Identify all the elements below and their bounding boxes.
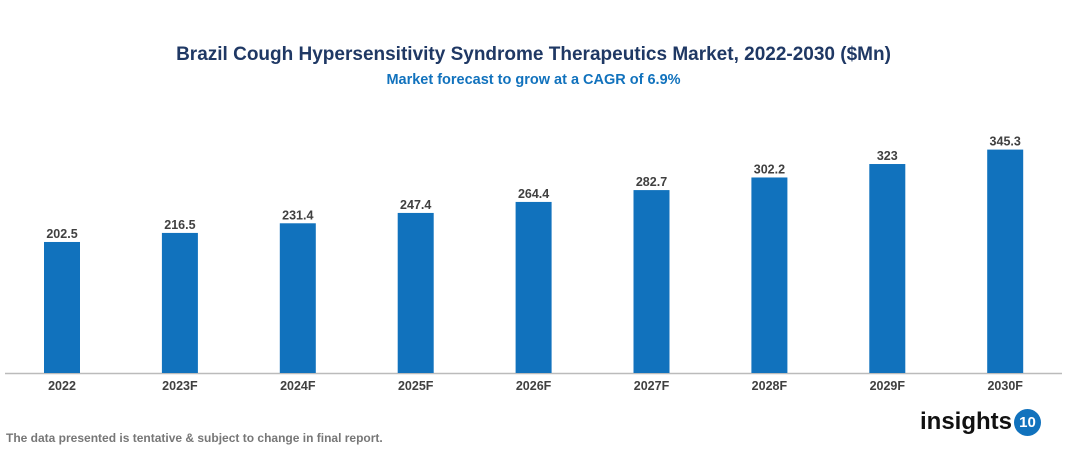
bar-2028F: [751, 177, 788, 373]
logo-badge: 10: [1014, 408, 1042, 436]
data-label: 216.5: [164, 218, 195, 232]
chart-subtitle: Market forecast to grow at a CAGR of 6.9…: [386, 72, 681, 88]
x-tick-label: 2024F: [280, 379, 316, 393]
data-label: 264.4: [518, 187, 549, 201]
bar-2030F: [987, 149, 1024, 373]
data-label: 247.4: [400, 198, 431, 212]
bar-2023F: [161, 232, 198, 373]
data-label: 345.3: [990, 135, 1021, 149]
bar-2022: [44, 241, 80, 373]
chart-title: Brazil Cough Hypersensitivity Syndrome T…: [176, 44, 891, 65]
x-tick-label: 2022: [48, 379, 76, 393]
logo-text: insights: [920, 408, 1013, 435]
bar-2025F: [397, 212, 434, 373]
bar-2027F: [633, 190, 670, 373]
data-label: 323: [877, 149, 898, 163]
bar-2024F: [279, 223, 316, 373]
footnote: The data presented is tentative & subjec…: [6, 431, 383, 445]
bar-2029F: [869, 164, 906, 373]
x-tick-label: 2028F: [752, 379, 788, 393]
x-tick-label: 2025F: [398, 379, 434, 393]
data-label: 231.4: [282, 208, 313, 222]
data-label: 282.7: [636, 175, 667, 189]
x-tick-label: 2027F: [634, 379, 670, 393]
x-tick-label: 2030F: [987, 379, 1023, 393]
x-tick-label: 2023F: [162, 379, 198, 393]
x-tick-label: 2026F: [516, 379, 552, 393]
data-label: 302.2: [754, 162, 785, 176]
x-tick-label: 2029F: [870, 379, 906, 393]
insights10-logo: insights 10: [920, 408, 1042, 436]
bar-2026F: [515, 201, 552, 373]
data-label: 202.5: [46, 227, 77, 241]
